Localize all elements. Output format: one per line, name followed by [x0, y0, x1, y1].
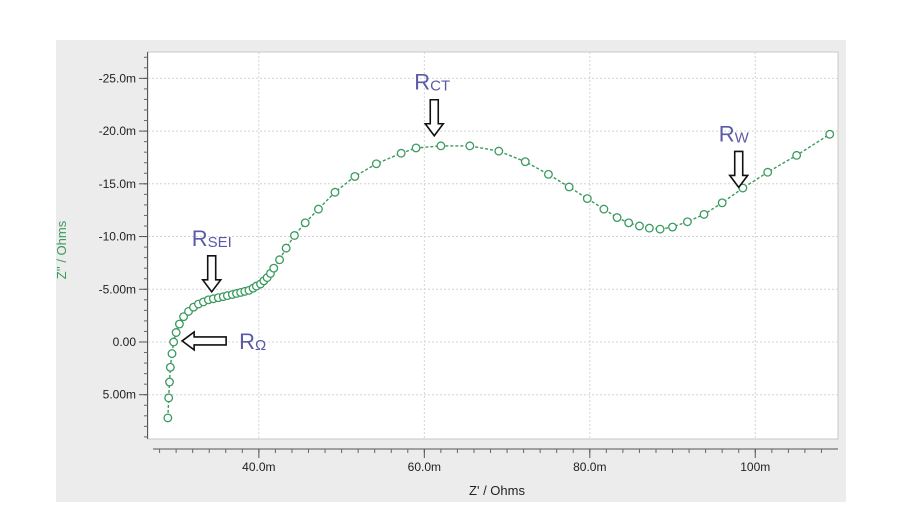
data-point [165, 362, 175, 372]
data-point [313, 204, 323, 214]
data-point [281, 243, 291, 253]
data-point [612, 213, 622, 223]
data-point [350, 171, 360, 181]
data-point [717, 198, 727, 208]
x-axis: 40.0m 60.0m 80.0m 100m [153, 448, 838, 474]
annotation-arrow [180, 330, 227, 352]
data-point [171, 328, 181, 337]
data-point [825, 129, 835, 139]
data-point [275, 255, 284, 265]
annotation-arrow [423, 98, 445, 138]
data-point [582, 194, 592, 204]
plot-area [147, 51, 839, 440]
data-point [564, 182, 574, 192]
data-point [634, 221, 644, 231]
data-point [682, 217, 692, 227]
x-axis-label: Z' / Ohms [469, 483, 525, 498]
annotation-label: RW [719, 121, 750, 146]
y-axis: -25.0m -20.0m -15.0m -10.0m -5.00m 0.00 5.00m [99, 52, 148, 439]
data-point [174, 319, 184, 329]
annotation-label: RCT [414, 70, 450, 95]
data-points [163, 129, 835, 423]
data-point [543, 169, 553, 179]
y-tick-label: -25.0m [99, 71, 136, 85]
data-point [330, 187, 340, 197]
data-point [169, 337, 179, 347]
data-point [179, 312, 189, 322]
data-point [624, 218, 634, 228]
annotation-r-sei: RSEI [192, 226, 232, 294]
data-point [599, 204, 609, 214]
data-point [269, 263, 279, 273]
annotations: RSEI RΩ RCT RW [180, 70, 750, 354]
data-point [167, 349, 177, 359]
x-tick-label: 40.0m [242, 460, 275, 474]
annotation-arrow [201, 255, 223, 294]
data-point [763, 167, 773, 177]
annotation-r-ct: RCT [414, 70, 450, 138]
data-point [436, 141, 446, 151]
y-tick-label: -5.00m [99, 282, 136, 296]
data-point [668, 222, 677, 232]
grid [148, 52, 838, 439]
data-point [300, 218, 310, 228]
data-point [163, 413, 173, 423]
x-tick-label: 60.0m [408, 460, 441, 474]
data-point [644, 223, 654, 233]
annotation-r-w: RW [719, 121, 750, 189]
data-point [165, 377, 174, 387]
data-point [164, 393, 174, 403]
data-point [371, 159, 381, 169]
data-point [411, 143, 421, 153]
data-point [520, 157, 530, 167]
data-point [699, 209, 709, 219]
data-point [792, 150, 802, 160]
annotation-label: RSEI [192, 226, 232, 251]
y-tick-label: -15.0m [99, 177, 136, 191]
annotation-r-omega: RΩ [180, 329, 266, 354]
y-axis-label: Z'' / Ohms [54, 220, 69, 279]
x-tick-label: 100m [740, 460, 770, 474]
data-point [396, 148, 406, 158]
data-point [655, 224, 665, 234]
y-tick-label: 5.00m [103, 388, 136, 402]
y-tick-label: -20.0m [99, 124, 136, 138]
data-point [289, 231, 299, 240]
data-point [465, 141, 475, 151]
y-tick-label: 0.00 [113, 335, 137, 349]
annotation-arrow [728, 150, 750, 189]
annotation-label: RΩ [239, 329, 266, 354]
y-tick-label: -10.0m [99, 230, 136, 244]
data-point [494, 146, 504, 156]
x-tick-label: 80.0m [573, 460, 606, 474]
